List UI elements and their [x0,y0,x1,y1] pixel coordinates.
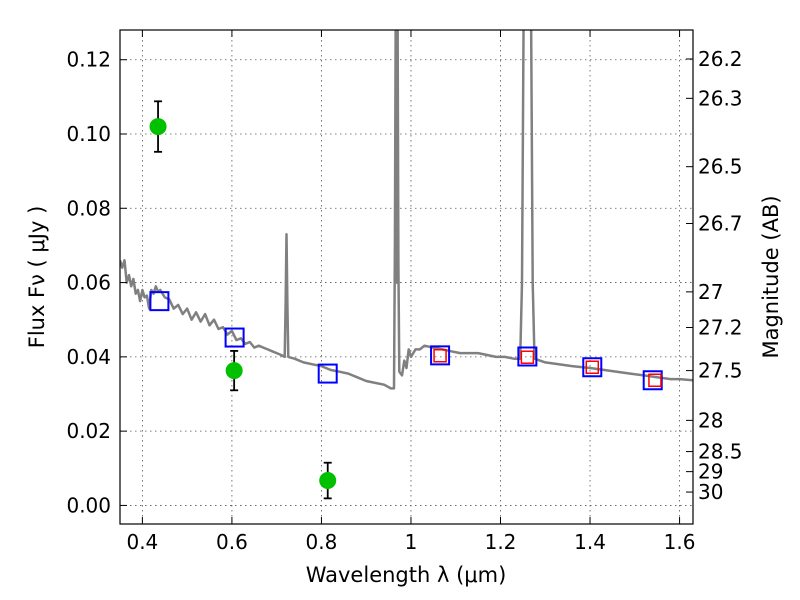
model-photometry-square [149,291,170,312]
y-tick-label: 0.06 [66,271,111,295]
right-tick-label: 26.2 [698,47,743,71]
right-tick-label: 30 [698,480,723,504]
y-tick-label: 0.12 [66,48,111,72]
plot-area [120,30,693,524]
model-photometry-square-red [585,360,600,375]
x-tick-label: 0.8 [306,530,338,554]
y-tick-label: 0.00 [66,493,111,517]
y-tick-label: 0.02 [66,419,111,443]
x-tick-label: 1.6 [664,530,696,554]
model-photometry-square [430,345,451,366]
x-tick-label: 0.6 [216,530,248,554]
data-layer [120,30,693,500]
model-photometry-square [642,370,663,391]
ticks: 0.4 0.6 0.8 1 1.2 1.4 1.6 0.00 0.02 0.04 0.06 0.08 0… [66,30,743,554]
y-tick-label: 0.10 [66,122,111,146]
right-tick-label: 27 [698,280,723,304]
right-tick-label: 26.3 [698,86,743,110]
x-tick-label: 0.4 [126,530,158,554]
y-tick-label: 0.04 [66,345,111,369]
right-tick-label: 26.7 [698,212,743,236]
right-tick-label: 28.5 [698,440,743,464]
x-tick-label: 1.2 [485,530,517,554]
y-tick-label: 0.08 [66,196,111,220]
model-photometry-square [224,327,245,348]
model-photometry-square [582,357,603,378]
model-photometry-square [517,346,538,367]
x-axis-label: Wavelength λ (μm) [306,563,507,587]
observed-flux-point [149,118,167,136]
right-tick-label: 27.2 [698,316,743,340]
x-tick-label: 1 [405,530,418,554]
right-tick-label: 29 [698,460,723,484]
observed-flux-point [319,472,337,490]
model-photometry-square-red [648,373,662,388]
right-tick-label: 27.5 [698,359,743,383]
x-tick-label: 1.4 [574,530,606,554]
right-tick-label: 26.5 [698,155,743,179]
observed-flux-point [225,362,243,380]
right-axis-label: Magnitude (AB) [759,195,783,358]
right-tick-label: 28 [698,408,723,432]
plot-frame [119,29,694,525]
model-spectrum-line [120,30,693,390]
model-photometry-square-red [520,350,535,364]
grid [120,30,693,524]
model-photometry-square-red [433,348,447,363]
model-photometry-square [317,363,338,384]
y-axis-label: Flux Fν ( μJy ) [25,206,49,349]
